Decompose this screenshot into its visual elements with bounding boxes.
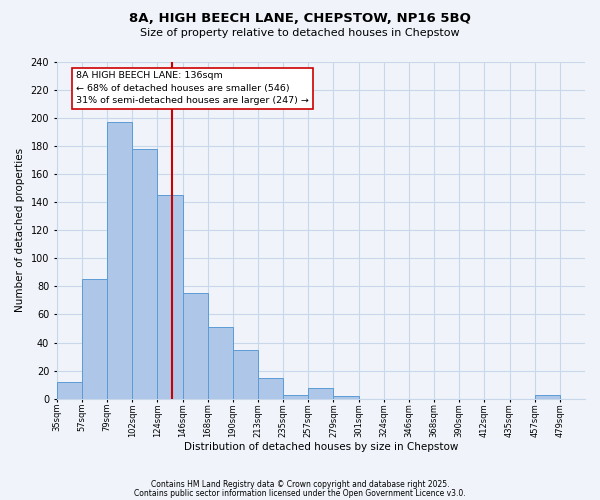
Bar (334, 396, 359, 399)
Bar (107, 122, 132, 399)
Text: 8A HIGH BEECH LANE: 136sqm
← 68% of detached houses are smaller (546)
31% of sem: 8A HIGH BEECH LANE: 136sqm ← 68% of deta… (76, 72, 309, 106)
Bar (157, 195, 182, 399)
Bar (258, 378, 283, 399)
Y-axis label: Number of detached properties: Number of detached properties (15, 148, 25, 312)
X-axis label: Distribution of detached houses by size in Chepstow: Distribution of detached houses by size … (184, 442, 458, 452)
Bar (57, 382, 82, 399)
Text: Contains HM Land Registry data © Crown copyright and database right 2025.: Contains HM Land Registry data © Crown c… (151, 480, 449, 489)
Bar (283, 394, 308, 399)
Bar (82, 280, 107, 399)
Bar (132, 148, 157, 399)
Text: Contains public sector information licensed under the Open Government Licence v3: Contains public sector information licen… (134, 488, 466, 498)
Bar (208, 327, 233, 399)
Bar (308, 388, 334, 399)
Text: Size of property relative to detached houses in Chepstow: Size of property relative to detached ho… (140, 28, 460, 38)
Bar (535, 394, 560, 399)
Bar (233, 350, 258, 399)
Bar (182, 294, 208, 399)
Text: 8A, HIGH BEECH LANE, CHEPSTOW, NP16 5BQ: 8A, HIGH BEECH LANE, CHEPSTOW, NP16 5BQ (129, 12, 471, 26)
